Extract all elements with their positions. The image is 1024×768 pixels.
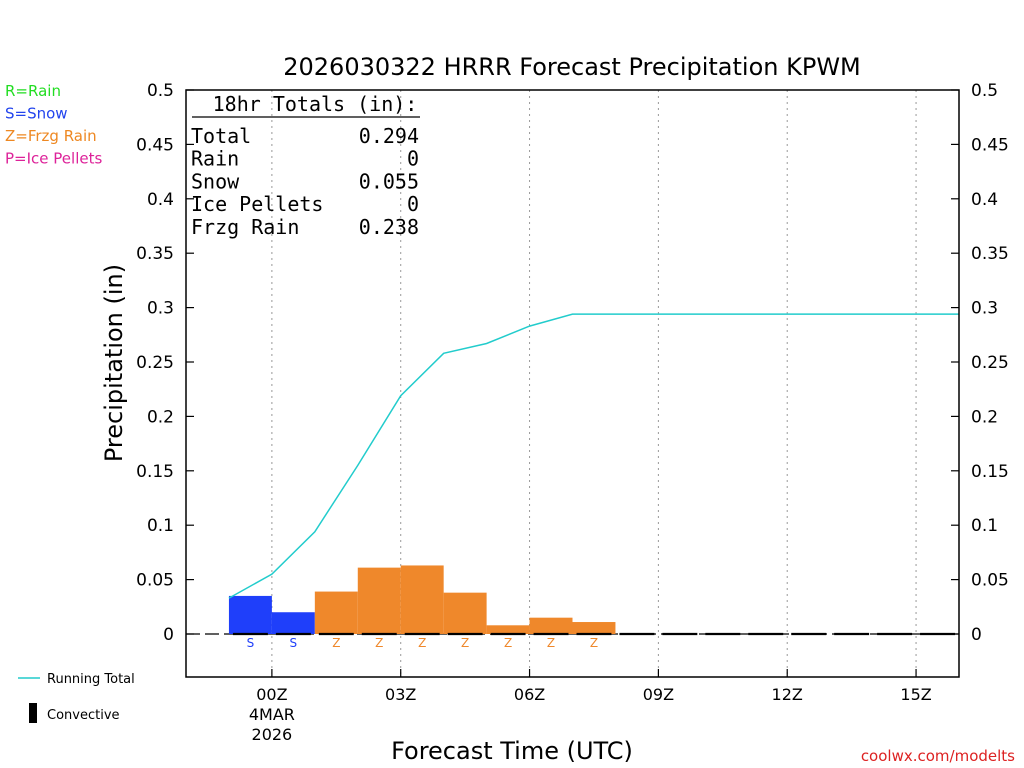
y-tick-label-left: 0.4 [147, 190, 174, 210]
y-tick-label-right: 0.1 [971, 516, 998, 536]
x-axis-label: Forecast Time (UTC) [391, 737, 633, 765]
plot-frame [185, 89, 960, 678]
precip-type-marker: Z [461, 636, 469, 650]
x-tick-label: 09Z [643, 685, 674, 704]
y-tick-label-right: 0.25 [971, 353, 1009, 373]
y-tick-label-left: 0 [163, 625, 174, 645]
totals-box: 18hr Totals (in): Total 0.294 Rain 0 Snow 0.0… [191, 92, 420, 239]
precip-type-marker: Z [418, 636, 426, 650]
precip-bar [572, 622, 616, 634]
type-legend-item: R=Rain [5, 82, 61, 100]
y-tick-label-left: 0.15 [136, 462, 174, 482]
totals-row-value: 0.055 [359, 169, 419, 193]
y-tick-label-right: 0.35 [971, 244, 1009, 264]
precip-bar [529, 617, 573, 634]
x-tick-label: 15Z [900, 685, 931, 704]
y-tick-label-left: 0.1 [147, 516, 174, 536]
y-tick-label-left: 0.5 [147, 81, 174, 101]
x-tick-label: 12Z [772, 685, 803, 704]
precip-type-marker: Z [375, 636, 383, 650]
y-tick-label-left: 0.2 [147, 407, 174, 427]
totals-row-value: 0.238 [359, 215, 419, 239]
totals-row-value: 0.294 [359, 124, 419, 148]
totals-row-value: 0 [407, 192, 419, 216]
precip-bar [228, 595, 272, 634]
precip-bar [400, 565, 444, 634]
y-tick-label-right: 0.4 [971, 190, 998, 210]
y-tick-label-right: 0.15 [971, 462, 1009, 482]
bottom-legend: Running Total Convective [18, 672, 135, 723]
totals-row-label: Rain [191, 147, 239, 171]
precip-type-legend: R=Rain S=Snow Z=Frzg Rain P=Ice Pellets [5, 82, 102, 168]
precip-type-marker: Z [547, 636, 555, 650]
y-tick-label-right: 0.05 [971, 571, 1009, 591]
y-tick-label-right: 0.5 [971, 81, 998, 101]
totals-header: 18hr Totals (in): [213, 92, 418, 116]
precip-bar [443, 592, 487, 634]
y-axis-label: Precipitation (in) [100, 264, 128, 462]
totals-row-label: Snow [191, 169, 240, 193]
y-tick-label-right: 0.2 [971, 407, 998, 427]
precip-type-marker: S [290, 636, 298, 650]
totals-row-label: Frzg Rain [191, 215, 299, 239]
y-tick-label-right: 0 [971, 625, 982, 645]
y-tick-label-left: 0.45 [136, 135, 174, 155]
chart-title: 2026030322 HRRR Forecast Precipitation K… [283, 53, 861, 81]
totals-row-label: Total [191, 124, 251, 148]
y-tick-label-left: 0.35 [136, 244, 174, 264]
grid [186, 90, 959, 677]
y-tick-label-left: 0.05 [136, 571, 174, 591]
precip-type-marker: Z [332, 636, 340, 650]
type-legend-item: P=Ice Pellets [5, 150, 102, 168]
x-tick-date: 4MAR [249, 705, 295, 724]
convective-legend-label: Convective [47, 708, 120, 723]
running-total-legend-label: Running Total [47, 672, 135, 687]
convective-legend-swatch [29, 703, 37, 723]
totals-row-value: 0 [407, 147, 419, 171]
credit-text: coolwx.com/modelts [861, 747, 1015, 765]
y-ticks: 0 0 0.05 0.05 0.1 0.1 0.15 0.15 0.2 0.2 0.25 0.25 0.… [136, 81, 1009, 645]
hourly-bars [228, 565, 616, 634]
x-tick-label: 03Z [385, 685, 416, 704]
running-total-line [228, 313, 959, 599]
totals-row-label: Ice Pellets [191, 192, 323, 216]
running-total-series [228, 313, 959, 599]
x-tick-label: 00Z [256, 685, 287, 704]
precip-bar [486, 625, 530, 634]
precip-type-marker: Z [590, 636, 598, 650]
y-tick-label-left: 0.3 [147, 299, 174, 319]
type-legend-item: Z=Frzg Rain [5, 127, 97, 145]
y-tick-label-left: 0.25 [136, 353, 174, 373]
y-tick-label-right: 0.3 [971, 299, 998, 319]
y-tick-label-right: 0.45 [971, 135, 1009, 155]
precip-bar [357, 567, 401, 634]
precip-type-marker: Z [504, 636, 512, 650]
x-tick-year: 2026 [252, 725, 293, 744]
precip-type-marker: S [247, 636, 255, 650]
type-legend-item: S=Snow [5, 105, 68, 123]
precip-bar [314, 591, 358, 634]
precip-bar [271, 612, 315, 634]
x-tick-label: 06Z [514, 685, 545, 704]
